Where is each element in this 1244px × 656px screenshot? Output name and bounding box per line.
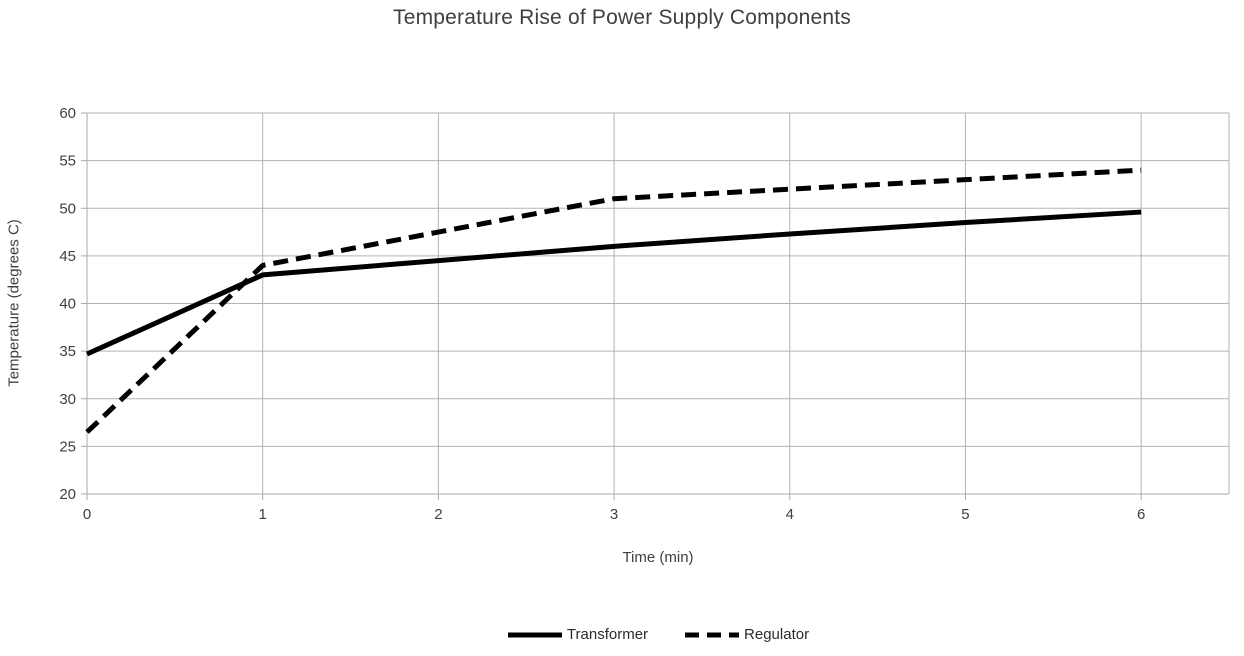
solid-line-swatch (507, 632, 562, 637)
svg-text:20: 20 (59, 486, 76, 503)
svg-text:3: 3 (610, 506, 618, 523)
svg-text:50: 50 (59, 200, 76, 217)
svg-text:2: 2 (434, 506, 442, 523)
legend-label-transformer: Transformer (566, 626, 649, 643)
svg-text:1: 1 (259, 506, 267, 523)
x-axis-title: Time (min) (622, 549, 694, 566)
chart-title: Temperature Rise of Power Supply Compone… (393, 6, 851, 29)
svg-text:40: 40 (59, 296, 76, 313)
svg-text:6: 6 (1137, 506, 1145, 523)
svg-text:0: 0 (83, 506, 91, 523)
svg-text:60: 60 (59, 105, 76, 122)
legend-item-transformer: Transformer (507, 626, 648, 643)
legend-label-regulator: Regulator (744, 626, 810, 643)
svg-text:4: 4 (786, 506, 794, 523)
legend-item-regulator: Regulator (684, 626, 809, 643)
svg-text:5: 5 (961, 506, 969, 523)
y-axis-title: Temperature (degrees C) (5, 219, 23, 387)
svg-text:25: 25 (59, 438, 76, 455)
dashed-line-swatch (685, 632, 740, 637)
svg-text:35: 35 (59, 343, 76, 360)
legend: Transformer Regulator (87, 626, 1229, 643)
svg-text:30: 30 (59, 391, 76, 408)
svg-text:55: 55 (59, 153, 76, 170)
svg-text:45: 45 (59, 248, 76, 265)
